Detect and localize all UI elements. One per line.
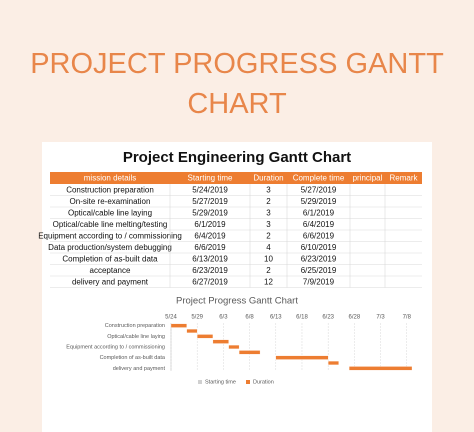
duration-bar	[228, 344, 240, 350]
cell: 5/27/2019	[192, 197, 228, 206]
x-tick-label: 6/8	[245, 315, 254, 321]
legend-label: Starting time	[205, 379, 236, 385]
cell: Completion of as-built data	[62, 254, 158, 263]
duration-bar	[238, 350, 261, 355]
cell: 6/6/2019	[303, 231, 335, 240]
start-bar	[171, 340, 213, 344]
x-tick-label: 6/3	[219, 315, 228, 321]
duration-bar	[328, 360, 339, 366]
x-tick-label: 7/8	[403, 315, 412, 321]
cell: acceptance	[90, 266, 131, 275]
x-tick-label: 6/18	[296, 315, 308, 321]
cell: 2	[266, 266, 271, 275]
cell: 6/4/2019	[194, 231, 226, 240]
cell: 6/1/2019	[303, 208, 335, 217]
y-tick-label: Optical/cable line laying	[107, 334, 165, 340]
cell: On-site re-examination	[70, 197, 151, 206]
legend-marker	[198, 380, 202, 384]
cell: 2	[266, 197, 271, 206]
cell: 3	[266, 208, 271, 217]
cell: 6/27/2019	[192, 277, 228, 286]
cell: 5/29/2019	[301, 197, 337, 206]
card	[42, 142, 432, 432]
cell: 5/24/2019	[192, 185, 228, 194]
duration-bar	[170, 323, 187, 328]
cell: 6/6/2019	[194, 243, 226, 252]
table-header-bg	[50, 172, 422, 184]
column-header: principal	[353, 174, 383, 183]
duration-bar	[275, 355, 329, 360]
cell: 5/27/2019	[301, 185, 337, 194]
cell: Optical/cable line melting/testing	[53, 220, 168, 229]
x-tick-label: 6/28	[349, 315, 361, 321]
cell: 12	[264, 277, 273, 286]
table-title: Project Engineering Gantt Chart	[123, 149, 351, 166]
cell: 6/4/2019	[303, 220, 335, 229]
cell: 3	[266, 220, 271, 229]
duration-bar	[348, 366, 413, 371]
cell: 4	[266, 243, 271, 252]
start-bar	[171, 350, 239, 354]
y-tick-label: Completion of as-built data	[100, 355, 166, 361]
start-bar	[171, 334, 197, 338]
start-bar	[171, 345, 229, 349]
cell: 3	[266, 185, 271, 194]
x-tick-label: 6/23	[322, 315, 334, 321]
cell: 6/23/2019	[192, 266, 228, 275]
column-header: Complete time	[293, 174, 345, 183]
cell: 6/13/2019	[192, 254, 228, 263]
page-title: PROJECT PROGRESS GANTT CHART	[30, 48, 444, 120]
start-bar	[171, 366, 349, 370]
column-header: Duration	[253, 174, 283, 183]
duration-bar	[197, 334, 214, 339]
cell: 7/9/2019	[303, 277, 335, 286]
cell: 6/23/2019	[301, 254, 337, 263]
start-bar	[171, 356, 276, 360]
x-tick-label: 5/29	[191, 315, 203, 321]
chart-title: Project Progress Gantt Chart	[176, 296, 298, 307]
cell: 5/29/2019	[192, 208, 228, 217]
cell: Data production/system debugging	[48, 243, 172, 252]
start-bar	[171, 329, 187, 333]
duration-bar	[212, 339, 229, 344]
start-bar	[171, 361, 328, 365]
cell: Equipment according to / commissioning	[38, 231, 182, 240]
cell: 6/1/2019	[194, 220, 226, 229]
column-header: Starting time	[188, 174, 233, 183]
legend-label: Duration	[253, 379, 274, 385]
y-tick-label: delivery and payment	[113, 366, 166, 372]
x-tick-label: 6/13	[270, 315, 282, 321]
column-header: Remark	[389, 174, 418, 183]
x-tick-label: 5/24	[165, 315, 177, 321]
column-header: mission details	[84, 174, 136, 183]
cell: Optical/cable line laying	[68, 208, 152, 217]
cell: 6/10/2019	[301, 243, 337, 252]
cell: delivery and payment	[72, 277, 149, 286]
y-tick-label: Construction preparation	[105, 323, 165, 329]
x-tick-label: 7/3	[376, 315, 385, 321]
cell: 6/25/2019	[301, 266, 337, 275]
cell: Construction preparation	[66, 185, 154, 194]
y-tick-label: Equipment according to / commissioning	[66, 344, 165, 350]
duration-bar	[186, 328, 198, 334]
cell: 10	[264, 254, 273, 263]
cell: 2	[266, 231, 271, 240]
legend-marker	[246, 380, 250, 384]
